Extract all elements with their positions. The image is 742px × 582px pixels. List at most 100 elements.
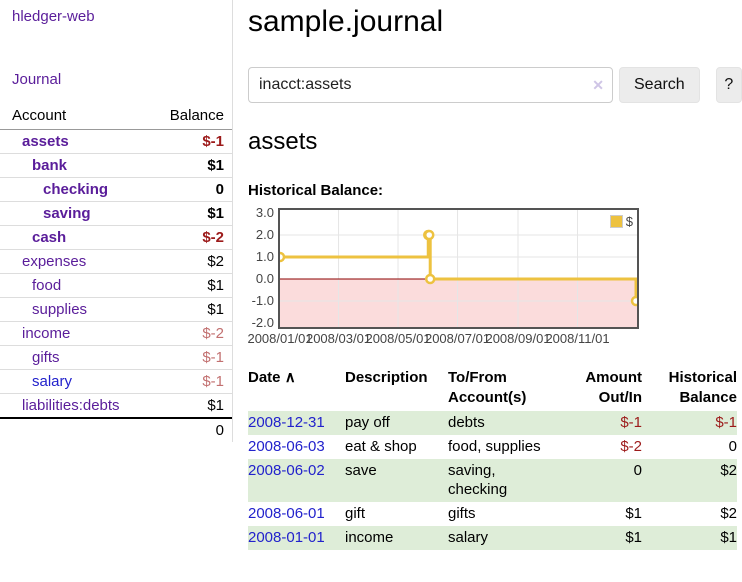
- transaction-accounts-cell: salary: [448, 529, 489, 546]
- account-link[interactable]: liabilities:debts: [22, 397, 120, 414]
- page-title: sample.journal: [248, 5, 444, 38]
- date-column-header[interactable]: Date ∧: [248, 369, 296, 386]
- transaction-balance-cell: $2: [720, 505, 737, 522]
- transaction-description-cell: income: [345, 529, 394, 546]
- transaction-balance-cell: $-1: [715, 414, 737, 431]
- y-tick-label: 0.0: [255, 271, 274, 286]
- account-balance: $2: [146, 249, 232, 274]
- legend-label: $: [625, 214, 633, 229]
- table-row: 2008-12-31 pay off debts $-1 $-1: [248, 411, 737, 435]
- account-link[interactable]: supplies: [32, 301, 88, 318]
- transaction-balance-cell: $1: [720, 529, 737, 546]
- chart-title: Historical Balance:: [248, 182, 384, 199]
- register-table: Date ∧ Description To/From Account(s) Am…: [248, 366, 737, 550]
- x-tick-label: 2008/03/01: [305, 331, 372, 346]
- account-link[interactable]: cash: [32, 229, 67, 246]
- transaction-date-link[interactable]: 2008-01-01: [248, 529, 325, 546]
- main-content: sample.journal ✕ Search ? assets Histori…: [247, 0, 742, 550]
- transaction-date-cell: 2008-01-01: [248, 526, 345, 550]
- register-header-row: Date ∧ Description To/From Account(s) Am…: [248, 366, 737, 411]
- search-input[interactable]: [248, 67, 613, 103]
- transaction-balance-cell: $2: [720, 462, 737, 479]
- transaction-date-cell: 2008-06-02: [248, 459, 345, 502]
- account-row: income $-2: [0, 321, 232, 346]
- account-link[interactable]: food: [32, 277, 62, 294]
- transaction-amount-cell: $-2: [620, 438, 642, 455]
- account-row: bank $1: [0, 153, 232, 178]
- search-form: ✕ Search ?: [248, 67, 742, 103]
- transaction-accounts-cell: saving, checking: [448, 462, 508, 498]
- historical-balance-column-header: Historical Balance: [668, 369, 737, 406]
- transaction-date-link[interactable]: 2008-06-02: [248, 462, 325, 479]
- amount-column-header: Amount Out/In: [585, 369, 642, 406]
- y-tick-label: 3.0: [255, 205, 274, 220]
- account-row: salary $-1: [0, 369, 232, 394]
- account-row: liabilities:debts $1: [0, 393, 232, 419]
- table-row: 2008-06-01 gift gifts $1 $2: [248, 502, 737, 526]
- app-title-link[interactable]: hledger-web: [12, 8, 95, 25]
- transaction-accounts-cell: debts: [448, 414, 485, 431]
- transaction-amount-cell: $1: [625, 529, 642, 546]
- account-link[interactable]: gifts: [32, 349, 60, 366]
- x-tick-label: 2008/01/01: [247, 331, 313, 346]
- account-balance: $1: [146, 273, 232, 298]
- chart-legend: $: [609, 214, 633, 229]
- sidebar-item-journal[interactable]: Journal: [12, 71, 62, 88]
- clear-search-icon[interactable]: ✕: [592, 77, 604, 93]
- y-tick-label: 2.0: [255, 227, 274, 242]
- accounts-total-row: 0: [0, 417, 232, 442]
- account-link[interactable]: salary: [32, 373, 73, 390]
- account-link[interactable]: income: [22, 325, 71, 342]
- search-button[interactable]: Search: [619, 67, 700, 103]
- account-heading: assets: [248, 128, 318, 155]
- total-balance: 0: [146, 417, 232, 442]
- account-balance: $-2: [146, 321, 232, 346]
- account-row: expenses $2: [0, 249, 232, 274]
- account-link[interactable]: checking: [43, 181, 109, 198]
- account-column-header: Account: [0, 104, 147, 130]
- account-row: food $1: [0, 273, 232, 298]
- chart-plot-area: $: [278, 208, 639, 329]
- transaction-description-cell: gift: [345, 505, 366, 522]
- account-row: gifts $-1: [0, 345, 232, 370]
- account-balance: $-2: [146, 225, 232, 250]
- transaction-accounts-cell: food, supplies: [448, 438, 541, 455]
- account-link[interactable]: assets: [22, 133, 69, 150]
- transaction-date-link[interactable]: 2008-12-31: [248, 414, 325, 431]
- help-button[interactable]: ?: [715, 67, 742, 103]
- transaction-description-cell: eat & shop: [345, 438, 417, 455]
- x-tick-label: 2008/09/01: [485, 331, 551, 346]
- account-row: cash $-2: [0, 225, 232, 250]
- transaction-accounts-cell: gifts: [448, 505, 476, 522]
- account-balance: $1: [146, 393, 232, 419]
- sidebar: hledger-web Journal Account Balance asse…: [0, 0, 233, 442]
- x-tick-label: 2008/07/01: [424, 331, 491, 346]
- account-link[interactable]: bank: [32, 157, 68, 174]
- table-row: 2008-06-03 eat & shop food, supplies $-2 0: [248, 435, 737, 459]
- account-link[interactable]: expenses: [22, 253, 87, 270]
- transaction-description-cell: pay off: [345, 414, 390, 431]
- transaction-balance-cell: 0: [728, 438, 737, 455]
- transaction-date-link[interactable]: 2008-06-01: [248, 505, 325, 522]
- account-balance: $-1: [146, 345, 232, 370]
- account-row: supplies $1: [0, 297, 232, 322]
- table-row: 2008-06-02 save saving, checking 0 $2: [248, 459, 737, 502]
- account-balance: $1: [146, 297, 232, 322]
- transaction-date-cell: 2008-06-01: [248, 502, 345, 526]
- account-balance: $-1: [146, 369, 232, 394]
- balance-chart: 3.0 2.0 1.0 0.0 -1.0 -2.0 $ 2008/01/01 2008/03…: [247, 205, 742, 350]
- y-tick-label: 1.0: [255, 249, 274, 264]
- account-link[interactable]: saving: [43, 205, 91, 222]
- account-balance: 0: [146, 177, 232, 202]
- transaction-amount-cell: 0: [633, 462, 642, 479]
- table-row: 2008-01-01 income salary $1 $1: [248, 526, 737, 550]
- sort-ascending-icon: ∧: [284, 369, 296, 386]
- transaction-amount-cell: $1: [625, 505, 642, 522]
- account-row: assets $-1: [0, 129, 232, 154]
- x-tick-label: 2008/05/01: [365, 331, 431, 346]
- transaction-amount-cell: $-1: [620, 414, 642, 431]
- account-balance: $1: [146, 153, 232, 178]
- transaction-date-cell: 2008-06-03: [248, 435, 345, 459]
- transaction-date-link[interactable]: 2008-06-03: [248, 438, 325, 455]
- account-balance: $1: [146, 201, 232, 226]
